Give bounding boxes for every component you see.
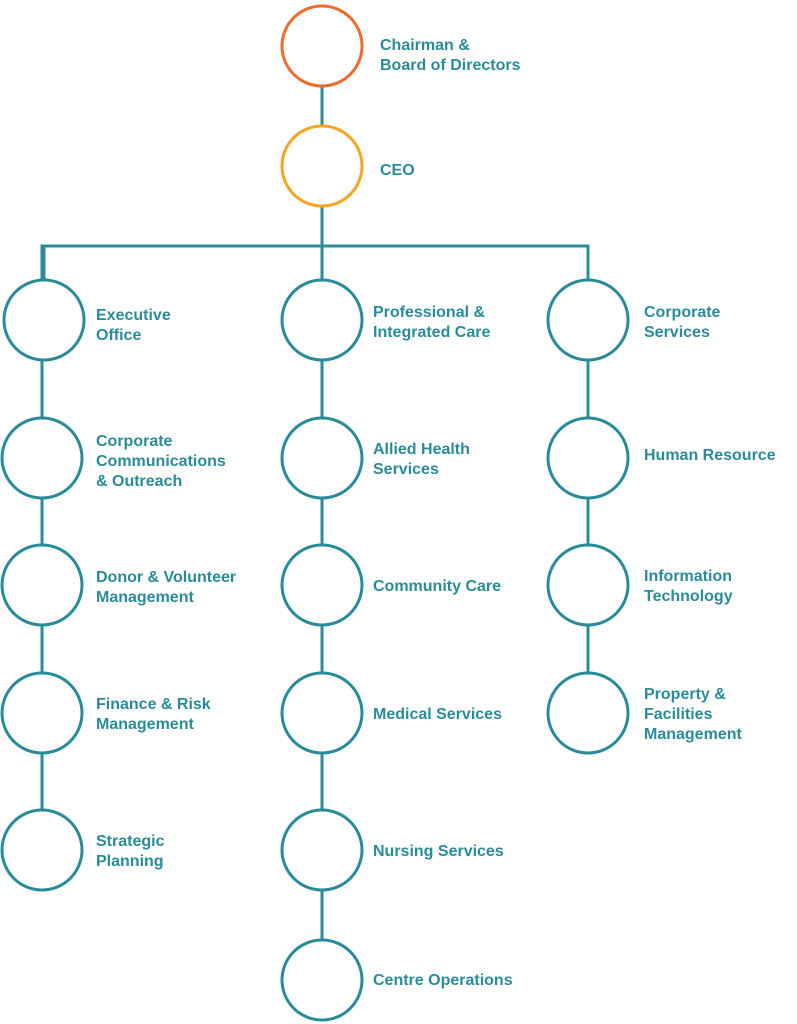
- edge-ceo-to-executive-office: [42, 206, 324, 280]
- node-circle: [280, 808, 364, 892]
- node-chairman: [280, 4, 364, 88]
- label-allied-health: Allied Health Services: [373, 441, 470, 478]
- node-finance-risk: [0, 671, 84, 755]
- node-ceo: [280, 124, 364, 208]
- node-information-technology: [546, 543, 630, 627]
- node-circle: [280, 543, 364, 627]
- label-community-care: Community Care: [373, 578, 502, 595]
- label-property-facilities: Property & Facilities Management: [644, 686, 742, 743]
- label-corp-comms: Corporate Communications & Outreach: [96, 433, 226, 490]
- label-donor-volunteer: Donor & Volunteer Management: [96, 569, 237, 606]
- label-nursing-services: Nursing Services: [373, 843, 504, 860]
- node-executive-office: [2, 278, 86, 362]
- node-circle: [0, 543, 84, 627]
- label-information-technology: Information Technology: [644, 568, 733, 605]
- node-donor-volunteer: [0, 543, 84, 627]
- node-circle: [280, 124, 364, 208]
- label-medical-services: Medical Services: [373, 706, 502, 723]
- node-circle: [0, 671, 84, 755]
- node-circle: [280, 278, 364, 362]
- label-ceo: CEO: [380, 162, 415, 179]
- label-finance-risk: Finance & Risk Management: [96, 696, 211, 733]
- node-circle: [546, 543, 630, 627]
- node-professional-care: [280, 278, 364, 362]
- node-circle: [2, 278, 86, 362]
- node-circle: [280, 4, 364, 88]
- node-centre-operations: [280, 938, 364, 1022]
- node-circle: [280, 938, 364, 1022]
- edge-ceo-to-corporate-services: [320, 206, 590, 280]
- node-allied-health: [280, 416, 364, 500]
- label-executive-office: Executive Office: [96, 307, 171, 344]
- label-chairman: Chairman & Board of Directors: [380, 37, 521, 74]
- node-circle: [546, 278, 630, 362]
- node-corporate-services: [546, 278, 630, 362]
- node-circle: [0, 416, 84, 500]
- label-professional-care: Professional & Integrated Care: [373, 304, 491, 341]
- connector-lines: [40, 86, 590, 940]
- label-strategic-planning: Strategic Planning: [96, 833, 165, 870]
- node-property-facilities: [546, 671, 630, 755]
- label-centre-operations: Centre Operations: [373, 972, 513, 989]
- label-corporate-services: Corporate Services: [644, 304, 721, 341]
- node-circle: [280, 416, 364, 500]
- node-icons: [0, 4, 630, 1022]
- node-circle: [280, 671, 364, 755]
- node-circle: [546, 416, 630, 500]
- node-circle: [546, 671, 630, 755]
- node-circle: [0, 808, 84, 892]
- node-corp-comms: [0, 416, 84, 500]
- node-human-resource: [546, 416, 630, 500]
- node-nursing-services: [280, 808, 364, 892]
- node-strategic-planning: [0, 808, 84, 892]
- label-human-resource: Human Resource: [644, 447, 776, 464]
- node-community-care: [280, 543, 364, 627]
- node-medical-services: [280, 671, 364, 755]
